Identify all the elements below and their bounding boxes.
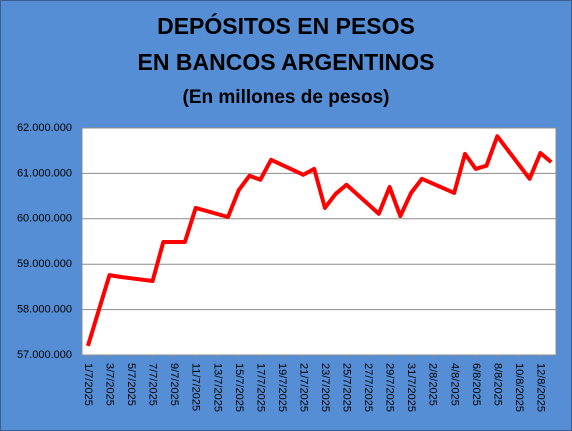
x-tick-label: 1/7/2025 <box>82 363 94 406</box>
x-tick-label: 9/7/2025 <box>168 363 180 406</box>
x-tick-label: 29/7/2025 <box>384 363 396 412</box>
x-tick-label: 13/7/2025 <box>211 363 223 412</box>
x-tick-label: 8/8/2025 <box>491 363 503 406</box>
x-tick-label: 6/8/2025 <box>470 363 482 406</box>
x-tick-label: 4/8/2025 <box>448 363 460 406</box>
x-tick-label: 19/7/2025 <box>276 363 288 412</box>
chart-title: EN BANCOS ARGENTINOS <box>138 49 435 75</box>
y-tick-label: 59.000.000 <box>17 258 72 270</box>
y-tick-label: 60.000.000 <box>17 213 72 225</box>
x-tick-label: 17/7/2025 <box>254 363 266 412</box>
x-tick-label: 10/8/2025 <box>513 363 525 412</box>
plot-area <box>82 128 556 355</box>
chart-title: DEPÓSITOS EN PESOS <box>157 12 415 39</box>
x-tick-label: 23/7/2025 <box>319 363 331 412</box>
chart-subtitle: (En millones de pesos) <box>183 87 390 108</box>
x-tick-label: 11/7/2025 <box>190 363 202 411</box>
y-tick-label: 57.000.000 <box>17 349 72 361</box>
x-tick-label: 31/7/2025 <box>405 363 417 412</box>
x-tick-label: 15/7/2025 <box>233 363 245 412</box>
x-tick-label: 25/7/2025 <box>341 363 353 412</box>
x-tick-label: 21/7/2025 <box>297 363 309 412</box>
y-tick-label: 62.000.000 <box>17 122 72 134</box>
data-line <box>85 134 553 347</box>
x-tick-label: 12/8/2025 <box>534 363 546 412</box>
x-tick-label: 27/7/2025 <box>362 363 374 412</box>
x-tick-label: 7/7/2025 <box>147 363 159 406</box>
x-tick-label: 5/7/2025 <box>125 363 137 406</box>
x-tick-label: 2/8/2025 <box>427 363 439 406</box>
plot-border <box>81 127 557 356</box>
y-tick-label: 61.000.000 <box>17 167 72 179</box>
y-tick-label: 58.000.000 <box>17 304 72 316</box>
x-tick-label: 3/7/2025 <box>104 363 116 406</box>
